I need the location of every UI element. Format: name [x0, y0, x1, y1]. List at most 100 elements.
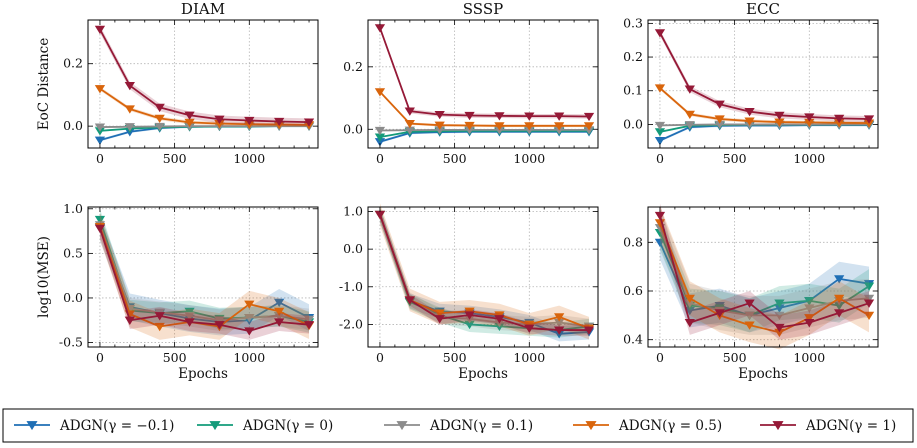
data-point-orange	[124, 105, 135, 114]
data-point-crimson	[774, 323, 785, 333]
y-tick-label: -0.5	[59, 335, 83, 350]
data-point-grey	[94, 123, 106, 132]
data-point-crimson	[244, 327, 255, 336]
data-point-orange	[834, 294, 845, 304]
x-axis-label: Epochs	[178, 366, 228, 382]
data-point-blue	[834, 275, 845, 284]
data-point-crimson	[124, 81, 135, 91]
data-point-orange	[804, 314, 815, 323]
data-point-orange	[404, 120, 415, 129]
x-tick-label: 0	[656, 350, 664, 365]
axes-frame	[367, 19, 599, 149]
data-point-grey	[684, 121, 695, 130]
band-crimson	[659, 203, 870, 340]
data-point-crimson	[804, 319, 815, 328]
series-line-blue	[379, 130, 590, 143]
data-point-orange	[94, 85, 106, 94]
series-line-grey	[99, 224, 310, 322]
data-point-grey	[774, 311, 785, 321]
data-point-crimson	[274, 117, 285, 127]
data-point-crimson	[714, 100, 725, 109]
data-point-orange	[684, 294, 695, 304]
data-point-grey	[124, 123, 135, 132]
legend-item-grey: ADGN(γ = 0.1)	[384, 418, 533, 434]
legend-label: ADGN(γ = 0.5)	[618, 418, 722, 434]
data-point-orange	[154, 114, 165, 124]
data-point-teal	[184, 307, 195, 317]
data-point-crimson	[434, 315, 445, 324]
x-tick-label: 500	[443, 151, 467, 166]
data-point-grey	[303, 315, 315, 325]
band-teal	[99, 208, 310, 333]
data-point-crimson	[94, 224, 106, 234]
data-point-crimson	[863, 299, 875, 308]
data-point-crimson	[494, 112, 505, 121]
data-point-teal	[804, 297, 815, 306]
x-tick-label: 0	[656, 151, 664, 166]
data-point-orange	[744, 117, 755, 126]
data-point-crimson	[804, 113, 815, 122]
data-point-crimson	[303, 321, 315, 330]
y-tick-label: 0.2	[343, 59, 363, 74]
data-point-crimson	[744, 299, 755, 308]
data-point-crimson	[404, 107, 415, 116]
data-point-crimson	[583, 112, 595, 122]
data-point-grey	[744, 311, 755, 321]
series-line-crimson	[659, 215, 870, 329]
data-point-crimson	[464, 311, 475, 320]
data-point-crimson	[464, 111, 475, 121]
data-point-crimson	[244, 116, 255, 126]
legend-marker-blue	[26, 421, 38, 431]
data-point-grey	[654, 121, 666, 131]
data-point-crimson	[554, 112, 565, 121]
series-line-crimson	[379, 214, 590, 331]
data-point-grey	[244, 313, 255, 323]
subplot-top-ecc: ECC 0 500 1000 0.0 0.1 0.2 0.3	[623, 0, 879, 166]
data-point-crimson	[404, 296, 415, 305]
series-line-grey	[379, 128, 590, 132]
data-point-orange	[274, 307, 285, 317]
data-point-crimson	[184, 318, 195, 327]
series-line-grey	[99, 125, 310, 128]
data-point-blue	[94, 136, 106, 145]
y-tick-label: 0.1	[623, 83, 643, 98]
x-tick-label: 1000	[233, 151, 265, 166]
band-orange	[99, 213, 310, 340]
panel-title: ECC	[746, 0, 780, 18]
data-point-crimson	[714, 309, 725, 318]
data-point-orange	[654, 84, 666, 93]
y-tick-label: -2.0	[339, 316, 363, 331]
data-point-orange	[434, 121, 445, 130]
legend-label: ADGN(γ = 0.1)	[429, 418, 533, 434]
legend-item-orange: ADGN(γ = 0.5)	[573, 418, 722, 434]
data-point-teal	[94, 215, 106, 225]
x-tick-label: 1000	[793, 151, 825, 166]
data-point-crimson	[583, 326, 595, 335]
x-axis-label: Epochs	[458, 366, 508, 382]
series-line-teal	[379, 129, 590, 138]
series-line-orange	[659, 87, 870, 124]
data-point-orange	[684, 110, 695, 120]
subplot-bottom-col3: 0 500 1000 0.4 0.6 0.8 Epochs	[623, 203, 879, 382]
legend: ADGN(γ = −0.1) ADGN(γ = 0) ADGN(γ = 0.1) AD…	[2, 408, 914, 443]
band-grey	[99, 214, 310, 331]
data-point-crimson	[214, 321, 225, 330]
legend-label: ADGN(γ = 1)	[805, 418, 896, 434]
band-crimson	[659, 29, 870, 123]
x-tick-label: 500	[163, 350, 187, 365]
legend-marker-grey	[396, 421, 408, 431]
x-tick-label: 0	[376, 350, 384, 365]
band-crimson	[99, 25, 310, 126]
subplot-top-diam: DIAM 0 500 1000 0.0 0.2 EoC Distance	[36, 0, 319, 166]
y-tick-label: 0.3	[623, 15, 643, 30]
data-point-crimson	[654, 211, 666, 221]
band-orange	[379, 203, 590, 340]
data-point-orange	[434, 309, 445, 318]
axes-frame	[647, 19, 879, 149]
data-point-crimson	[774, 111, 785, 121]
x-tick-label: 1000	[793, 350, 825, 365]
y-tick-label: 0.5	[63, 245, 83, 260]
x-tick-label: 0	[96, 350, 104, 365]
data-point-orange	[583, 122, 595, 131]
